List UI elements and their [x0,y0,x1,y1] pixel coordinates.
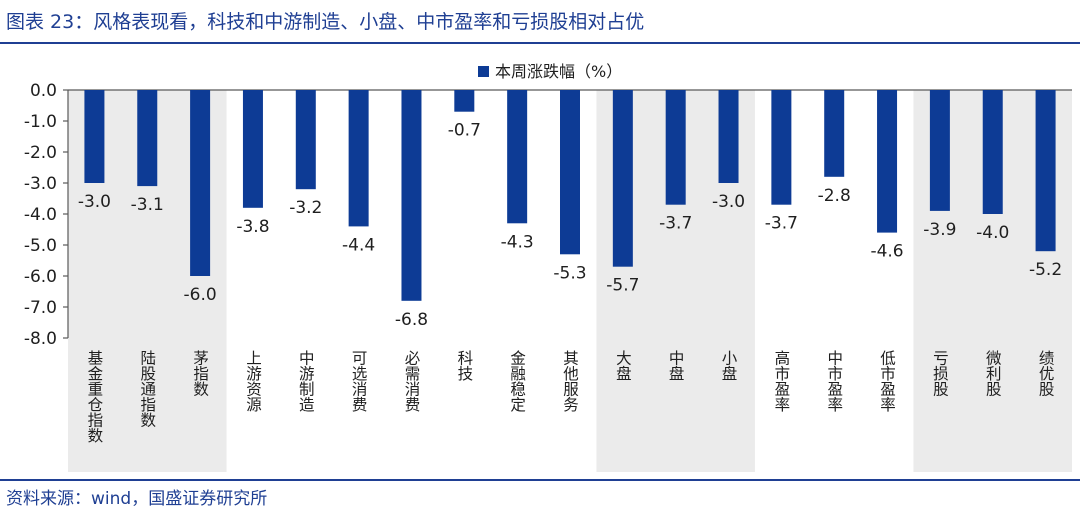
category-label-14: 高市盈率 [772,350,790,413]
bar-6 [348,90,369,227]
value-label-5: -3.2 [289,198,322,218]
value-label-12: -3.7 [659,214,692,234]
category-label-1: 基金重仓指数 [85,350,103,444]
y-tick-label: -5.0 [24,236,57,256]
value-label-3: -6.0 [184,285,217,305]
bar-12 [665,90,686,205]
category-label-18: 微利股 [984,350,1002,398]
value-label-14: -3.7 [765,214,798,234]
value-label-13: -3.0 [712,192,745,212]
legend-swatch [478,66,489,77]
bar-10 [560,90,580,255]
category-label-5: 中游制造 [297,350,315,413]
category-label-8: 科技 [455,350,473,383]
category-label-19: 绩优股 [1037,350,1055,398]
value-label-2: -3.1 [131,195,164,215]
category-label-6: 可选消费 [350,350,368,412]
category-label-9: 金融稳定 [508,350,526,413]
bar-9 [507,90,528,224]
bar-chart: 本周涨跌幅（%） 0.0 -1.0 -2.0 -3.0 -4.0 -5.0 -6.0 -7.0 -… [24,62,1072,472]
bar-17 [929,90,950,211]
category-label-3: 茅指数 [191,350,209,397]
value-label-11: -5.7 [606,276,639,296]
value-label-7: -6.8 [395,310,428,330]
category-label-12: 中盘 [667,350,685,382]
top-rule [0,42,1080,44]
category-label-11: 大盘 [614,350,632,382]
category-label-2: 陆股通指数 [138,350,156,428]
value-label-19: -5.2 [1029,260,1062,280]
bar-19 [1035,90,1056,252]
category-label-4: 上游资源 [244,350,262,413]
value-label-17: -3.9 [923,220,956,240]
y-tick-label: -8.0 [24,329,57,349]
title-bar: 图表 23：风格表现看，科技和中游制造、小盘、中市盈率和亏损股相对占优 [0,0,1080,40]
y-tick-label: -7.0 [24,298,57,318]
figure-title: 图表 23：风格表现看，科技和中游制造、小盘、中市盈率和亏损股相对占优 [6,11,645,33]
category-label-17: 亏损股 [931,350,949,398]
bar-4 [242,90,263,208]
value-label-1: -3.0 [78,192,111,212]
value-label-18: -4.0 [976,223,1009,243]
value-label-8: -0.7 [448,121,481,141]
value-label-6: -4.4 [342,235,375,255]
source-note: 资料来源：wind，国盛证券研究所 [6,489,268,509]
value-label-4: -3.8 [236,217,269,237]
bar-13 [718,90,739,183]
bar-16 [877,90,898,233]
bar-14 [771,90,792,205]
legend-label: 本周涨跌幅（%） [495,62,622,81]
y-tick-label: 0.0 [30,81,57,101]
value-label-15: -2.8 [818,186,851,206]
category-label-15: 中市盈率 [825,350,843,413]
bar-7 [401,90,422,301]
bar-15 [824,90,845,177]
category-label-16: 低市盈率 [878,350,896,413]
y-tick-label: -2.0 [24,143,57,163]
bar-5 [295,90,316,190]
bar-11 [612,90,633,267]
y-tick-label: -1.0 [24,112,57,132]
bar-18 [982,90,1003,214]
bottom-rule [0,479,1080,481]
bar-2 [137,90,158,187]
y-tick-label: -4.0 [24,205,57,225]
y-tick-label: -3.0 [24,174,57,194]
value-label-9: -4.3 [501,232,534,252]
category-label-10: 其他服务 [561,350,579,414]
bar-1 [84,90,105,183]
value-label-10: -5.3 [553,263,586,283]
bar-3 [190,90,211,276]
category-label-13: 小盘 [720,350,738,382]
y-tick-label: -6.0 [24,267,57,287]
bar-8 [454,90,475,112]
category-label-7: 必需消费 [402,350,420,413]
value-label-16: -4.6 [870,242,903,262]
